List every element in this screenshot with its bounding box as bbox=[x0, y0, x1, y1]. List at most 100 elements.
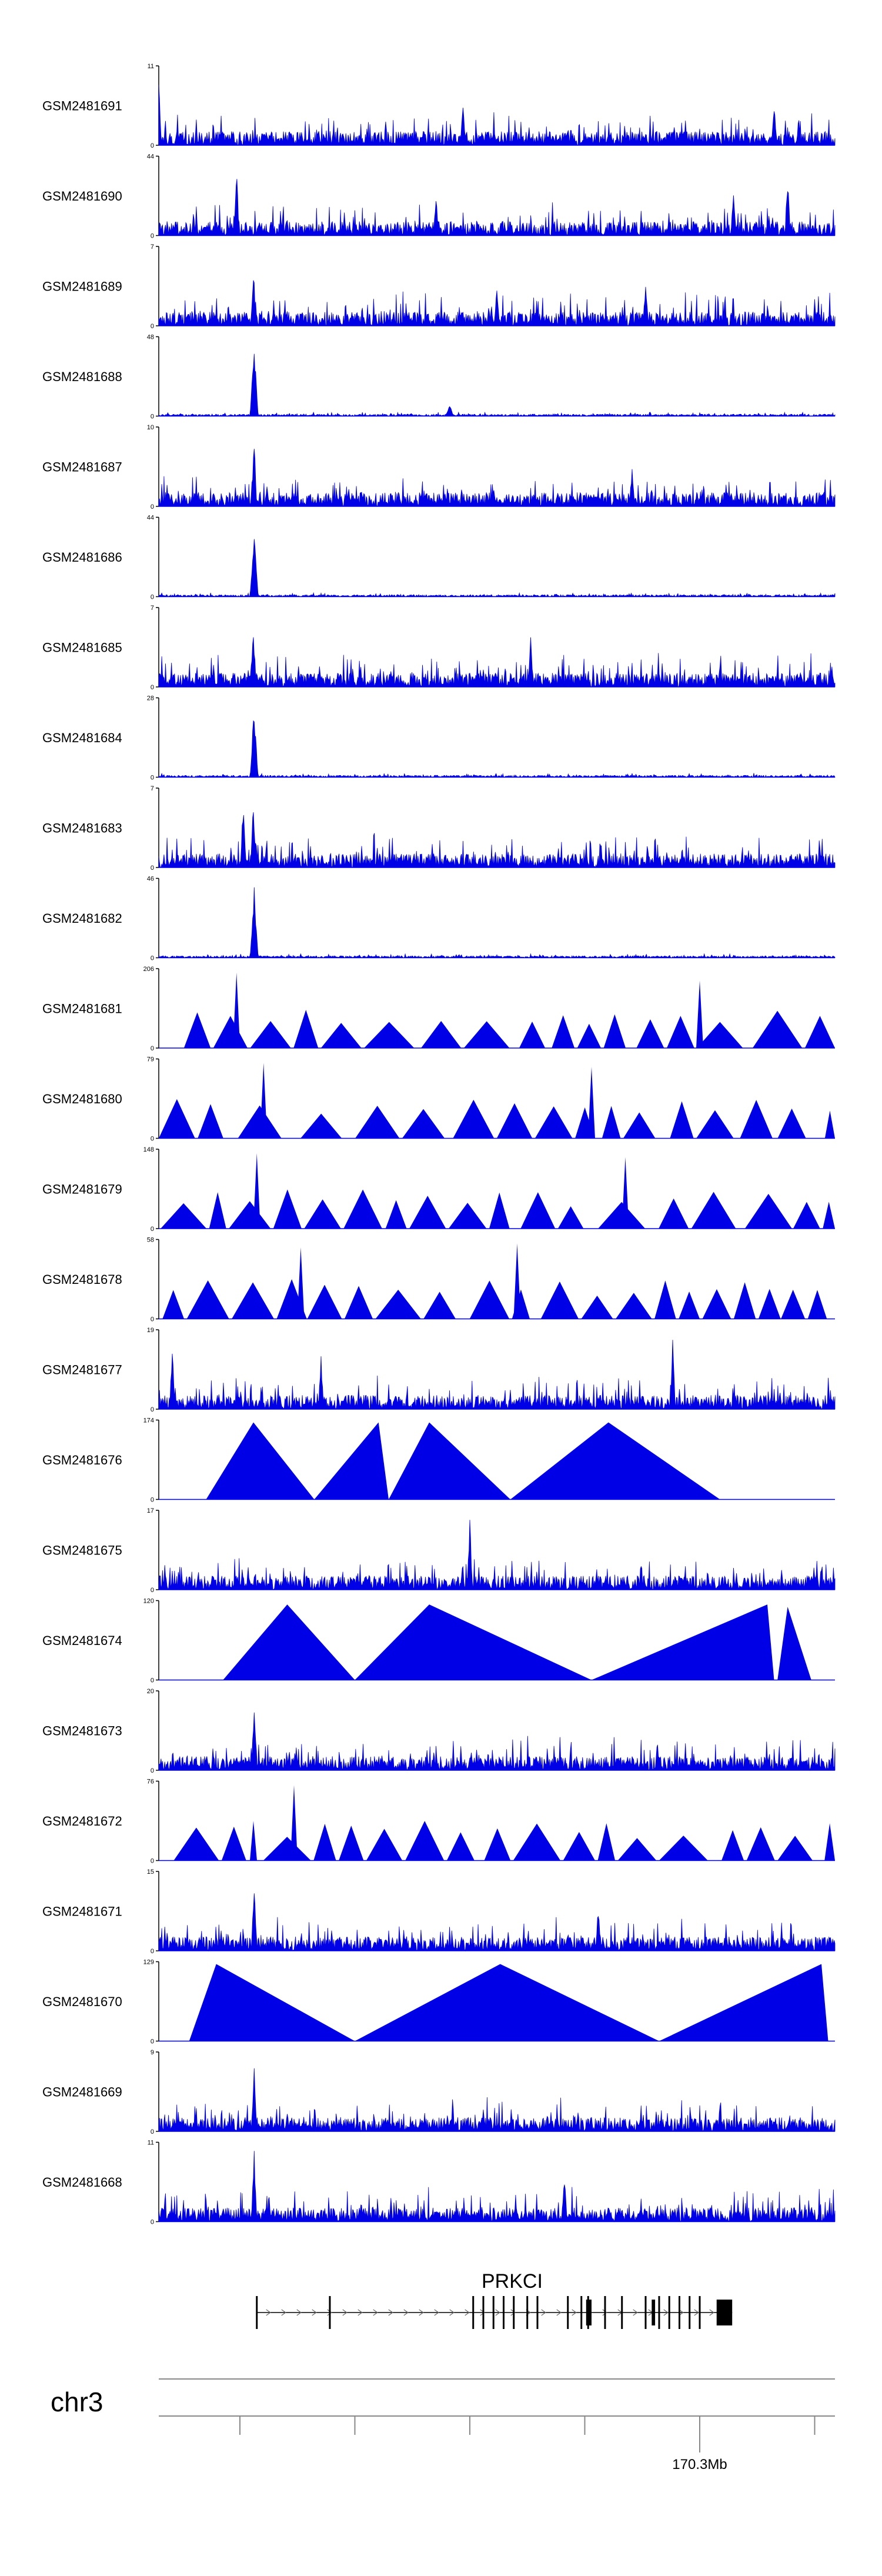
chromosome-label: chr3 bbox=[51, 2387, 103, 2417]
track-label: GSM2481682 bbox=[42, 911, 122, 926]
signal-area bbox=[173, 1821, 835, 1861]
y-max-label: 7 bbox=[151, 243, 154, 251]
gene-exon bbox=[621, 2296, 623, 2329]
track: GSM2481670 129 0 bbox=[42, 1959, 835, 2046]
signal-triangle bbox=[206, 1422, 315, 1500]
gene-exon bbox=[472, 2296, 475, 2329]
y-min-label: 0 bbox=[151, 323, 154, 330]
track-label: GSM2481686 bbox=[42, 550, 122, 565]
signal-area bbox=[158, 353, 836, 417]
gene-exon bbox=[699, 2296, 701, 2329]
strand-arrow bbox=[312, 2309, 317, 2316]
track-label: GSM2481669 bbox=[42, 2085, 122, 2100]
gene-exon bbox=[526, 2296, 529, 2329]
y-min-label: 0 bbox=[151, 865, 154, 872]
y-max-label: 120 bbox=[143, 1598, 154, 1605]
y-min-label: 0 bbox=[151, 1677, 154, 1684]
track-label: GSM2481689 bbox=[42, 279, 122, 294]
coordinate-tick-label: 170.3Mb bbox=[672, 2457, 727, 2472]
y-max-label: 44 bbox=[147, 515, 154, 522]
track-label: GSM2481676 bbox=[42, 1453, 122, 1467]
signal-triangle bbox=[355, 1964, 659, 2041]
signal-triangle bbox=[314, 1422, 389, 1500]
track-label: GSM2481671 bbox=[42, 1904, 122, 1919]
signal-triangle bbox=[510, 1422, 720, 1500]
track: GSM2481686 44 0 bbox=[42, 515, 836, 601]
chromosome-axis: chr3 170.3Mb bbox=[51, 2378, 835, 2472]
signal-peak bbox=[622, 1157, 629, 1229]
strand-arrow bbox=[358, 2309, 363, 2316]
gene-exon bbox=[567, 2296, 569, 2329]
signal-area bbox=[158, 449, 836, 508]
strand-arrow bbox=[342, 2309, 348, 2316]
strand-arrow bbox=[403, 2309, 409, 2316]
track: GSM2481684 28 0 bbox=[42, 695, 836, 782]
signal-area bbox=[161, 1189, 836, 1229]
track: GSM2481672 76 0 bbox=[42, 1778, 835, 1865]
y-min-label: 0 bbox=[151, 1136, 154, 1143]
track: GSM2481678 58 0 bbox=[42, 1237, 835, 1323]
y-min-label: 0 bbox=[151, 2038, 154, 2046]
y-max-label: 28 bbox=[147, 695, 154, 702]
track: GSM2481681 206 0 bbox=[42, 966, 835, 1052]
gene-exon bbox=[329, 2296, 331, 2329]
track: GSM2481668 11 0 bbox=[42, 2140, 836, 2226]
signal-triangle bbox=[389, 1422, 510, 1500]
y-min-label: 0 bbox=[151, 413, 154, 421]
y-min-label: 0 bbox=[151, 775, 154, 782]
strand-arrow bbox=[495, 2309, 500, 2316]
track-label: GSM2481672 bbox=[42, 1814, 122, 1828]
track: GSM2481689 7 0 bbox=[42, 243, 836, 330]
y-min-label: 0 bbox=[151, 1226, 154, 1233]
y-max-label: 9 bbox=[151, 2049, 154, 2056]
gene-exon bbox=[644, 2296, 647, 2329]
track: GSM2481685 7 0 bbox=[42, 605, 836, 691]
y-max-label: 174 bbox=[143, 1417, 154, 1424]
y-max-label: 58 bbox=[147, 1237, 154, 1244]
strand-arrow bbox=[541, 2309, 546, 2316]
signal-area bbox=[158, 1340, 836, 1410]
strand-arrow bbox=[602, 2309, 607, 2316]
signal-peak bbox=[588, 1067, 595, 1139]
y-min-label: 0 bbox=[151, 1948, 154, 1955]
track: GSM2481675 17 0 bbox=[42, 1507, 836, 1594]
track-label: GSM2481681 bbox=[42, 1002, 122, 1016]
y-max-label: 48 bbox=[147, 334, 154, 341]
signal-peak bbox=[250, 1821, 257, 1861]
strand-arrow bbox=[327, 2309, 332, 2316]
signal-area bbox=[158, 812, 836, 869]
signal-area bbox=[158, 280, 836, 327]
track: GSM2481671 15 0 bbox=[42, 1868, 836, 1955]
strand-arrow bbox=[281, 2309, 286, 2316]
strand-arrow bbox=[373, 2309, 378, 2316]
y-min-label: 0 bbox=[151, 2219, 154, 2226]
track: GSM2481673 20 0 bbox=[42, 1688, 836, 1774]
strand-arrow bbox=[709, 2309, 714, 2316]
y-max-label: 7 bbox=[151, 785, 154, 792]
track-label: GSM2481680 bbox=[42, 1092, 122, 1106]
gene-exon bbox=[658, 2296, 660, 2329]
gene-exon bbox=[604, 2296, 606, 2329]
track-label: GSM2481688 bbox=[42, 369, 122, 384]
track: GSM2481680 79 0 bbox=[42, 1056, 835, 1143]
y-min-label: 0 bbox=[151, 955, 154, 962]
y-max-label: 148 bbox=[143, 1146, 154, 1153]
y-min-label: 0 bbox=[151, 1045, 154, 1052]
y-min-label: 0 bbox=[151, 142, 154, 149]
y-max-label: 10 bbox=[147, 424, 154, 431]
strand-arrow bbox=[572, 2309, 577, 2316]
y-max-label: 15 bbox=[147, 1868, 154, 1876]
signal-area bbox=[158, 887, 836, 959]
y-max-label: 17 bbox=[147, 1507, 154, 1514]
y-min-label: 0 bbox=[151, 684, 154, 691]
signal-area bbox=[158, 179, 836, 236]
strand-arrow bbox=[694, 2309, 699, 2316]
strand-arrow bbox=[679, 2309, 684, 2316]
signal-triangle bbox=[592, 1604, 774, 1680]
y-min-label: 0 bbox=[151, 233, 154, 240]
strand-arrow bbox=[419, 2309, 424, 2316]
track-label: GSM2481673 bbox=[42, 1724, 122, 1739]
gene-exon-thick bbox=[586, 2300, 592, 2325]
gene-exon bbox=[256, 2296, 258, 2329]
